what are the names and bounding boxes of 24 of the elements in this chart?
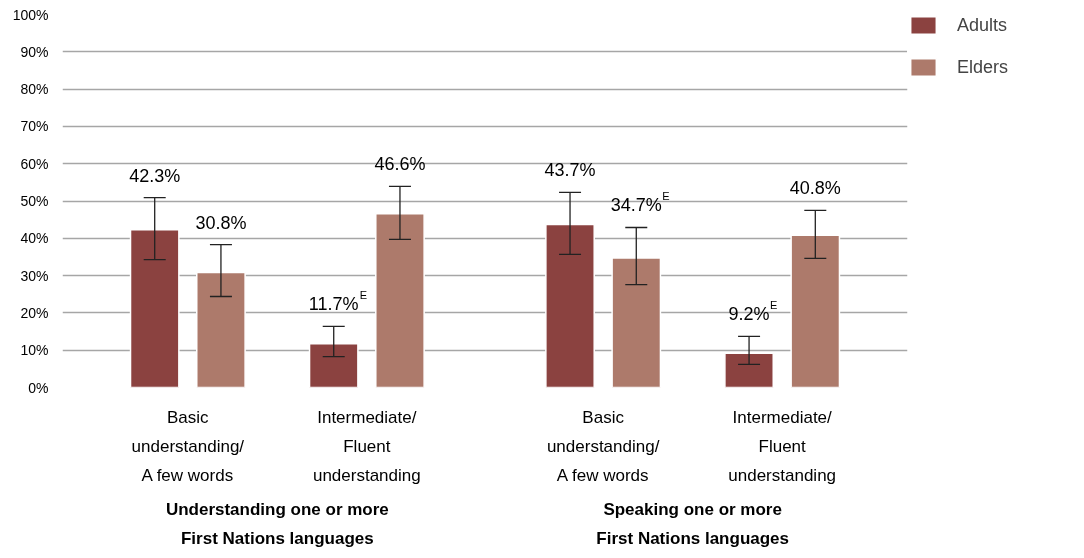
text: Understanding one or more First Nations languages	[165, 499, 389, 548]
y-tick-label: 70%	[20, 118, 49, 135]
x-tick-label: Basic understanding/ A few words	[131, 407, 245, 486]
y-tick-label: 90%	[20, 43, 49, 60]
y-tick-label: 60%	[20, 155, 49, 172]
y-tick-label: 50%	[20, 193, 49, 209]
data-label: 46.6%	[374, 154, 426, 175]
x-tick-label: Intermediate/ Fluent understanding	[312, 407, 421, 486]
legend-label: Elders	[957, 56, 1009, 78]
y-tick-label: 40%	[20, 230, 49, 247]
y-tick-label: 80%	[20, 81, 49, 98]
y-tick-label: 20%	[20, 304, 49, 321]
data-label: 43.7%	[544, 160, 596, 181]
data-label: 42.3%	[129, 165, 181, 186]
y-tick-label: 10%	[20, 342, 49, 359]
data-label: 40.8%	[789, 178, 841, 199]
data-label: 30.8%	[195, 212, 247, 233]
x-tick-label: Intermediate/ Fluent understanding	[728, 407, 837, 486]
y-tick-label: 100%	[12, 6, 49, 23]
text: Speaking one or more First Nations languages	[596, 499, 790, 548]
y-tick-label: 0%	[28, 379, 49, 396]
legend-label: Adults	[957, 14, 1008, 36]
x-tick-label: Basic understanding/ A few words	[546, 407, 660, 486]
y-tick-label: 30%	[20, 267, 49, 284]
